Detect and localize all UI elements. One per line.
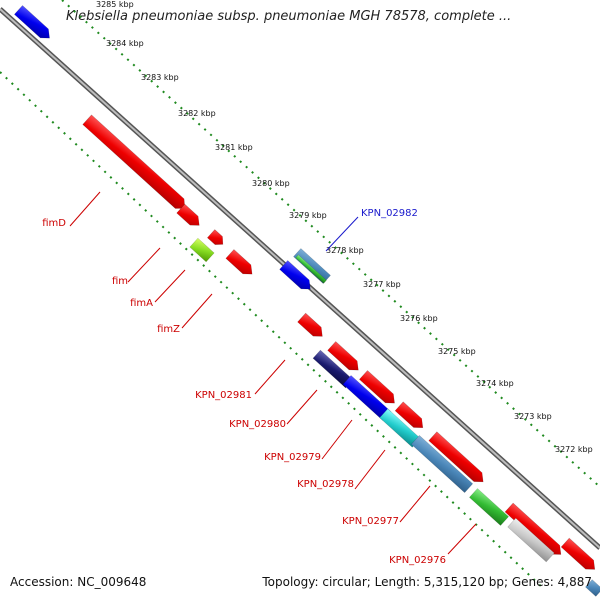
ruler-tick-label: 3273 kbp — [514, 412, 552, 421]
gene-fim[interactable] — [176, 203, 204, 230]
gene-label[interactable]: fimD — [42, 218, 66, 229]
label-leader-line — [325, 216, 359, 252]
gene-KPN_02982-steel[interactable] — [293, 248, 331, 284]
gene-KPN_02976[interactable] — [560, 537, 599, 574]
gene-label[interactable]: KPN_02981 — [195, 390, 252, 401]
ruler-tick-label: 3283 kbp — [141, 73, 179, 82]
gene-label[interactable]: fimZ — [157, 324, 180, 335]
label-leader-line — [154, 269, 186, 303]
gene-KPN_02977[interactable] — [504, 502, 565, 559]
gene-KPN_02979[interactable] — [394, 401, 427, 432]
gene-label[interactable]: KPN_02980 — [229, 419, 286, 430]
gene-KPN_02981[interactable] — [327, 341, 363, 374]
gene-fim-small[interactable] — [207, 229, 226, 249]
ruler-tick-label: 3276 kbp — [400, 314, 438, 323]
label-leader-line — [286, 389, 318, 425]
ruler-tick-label: 3282 kbp — [178, 109, 216, 118]
gene-label[interactable]: fimA — [130, 298, 153, 309]
gene-KPN_02978[interactable] — [428, 431, 487, 487]
ruler-tick-label: 3278 kbp — [326, 246, 364, 255]
accession: Accession: NC_009648 — [10, 575, 147, 589]
ruler-inner-dotted — [0, 71, 546, 591]
ruler-tick-label: 3274 kbp — [476, 379, 514, 388]
ruler-tick-label: 3284 kbp — [106, 39, 144, 48]
gene-KPN_02978-steel[interactable] — [410, 435, 474, 493]
gene-label[interactable]: KPN_02976 — [389, 555, 446, 566]
ruler-outer-dotted — [61, 0, 600, 488]
gene-KPN_02976-gray[interactable] — [507, 517, 555, 563]
label-leader-line — [399, 485, 431, 523]
ruler-tick-label: 3279 kbp — [289, 211, 327, 220]
ruler-tick-label: 3275 kbp — [438, 347, 476, 356]
gene-fimZ[interactable] — [297, 312, 327, 341]
gene-KPN_02982-green[interactable] — [295, 254, 327, 284]
gene-label[interactable]: KPN_02977 — [342, 516, 399, 527]
gene-label[interactable]: KPN_02978 — [297, 479, 354, 490]
gene-KPN_02977-green[interactable] — [469, 488, 509, 526]
label-leader-line — [127, 247, 161, 283]
ruler-tick-label: 3281 kbp — [215, 143, 253, 152]
gene-label[interactable]: KPN_02979 — [264, 452, 321, 463]
label-leader-line — [321, 419, 353, 460]
gene-label[interactable]: KPN_02982 — [361, 208, 418, 219]
map-title: Klebsiella pneumoniae subsp. pneumoniae … — [66, 9, 512, 24]
gene-feature-blue[interactable] — [14, 5, 53, 42]
ruler-tick-label: 3272 kbp — [555, 445, 593, 454]
gene-fimD[interactable] — [82, 114, 190, 213]
label-leader-line — [354, 449, 386, 490]
label-leader-line — [69, 191, 101, 227]
ruler-tick-label: 3285 kbp — [96, 0, 134, 9]
gene-KPN_02980[interactable] — [359, 370, 398, 407]
label-leader-line — [254, 359, 286, 395]
gene-label[interactable]: fim — [112, 276, 128, 287]
gene-fimA[interactable] — [225, 249, 256, 278]
label-leader-line — [447, 523, 477, 555]
ruler-tick-label: 3277 kbp — [363, 280, 401, 289]
gene-fimA-lime[interactable] — [189, 237, 215, 263]
label-leader-line — [181, 293, 213, 329]
genome-info: Topology: circular; Length: 5,315,120 bp… — [262, 575, 592, 589]
ruler-tick-label: 3280 kbp — [252, 179, 290, 188]
gene-edge-steel[interactable] — [585, 579, 600, 597]
gene-KPN_02982[interactable] — [279, 260, 315, 293]
